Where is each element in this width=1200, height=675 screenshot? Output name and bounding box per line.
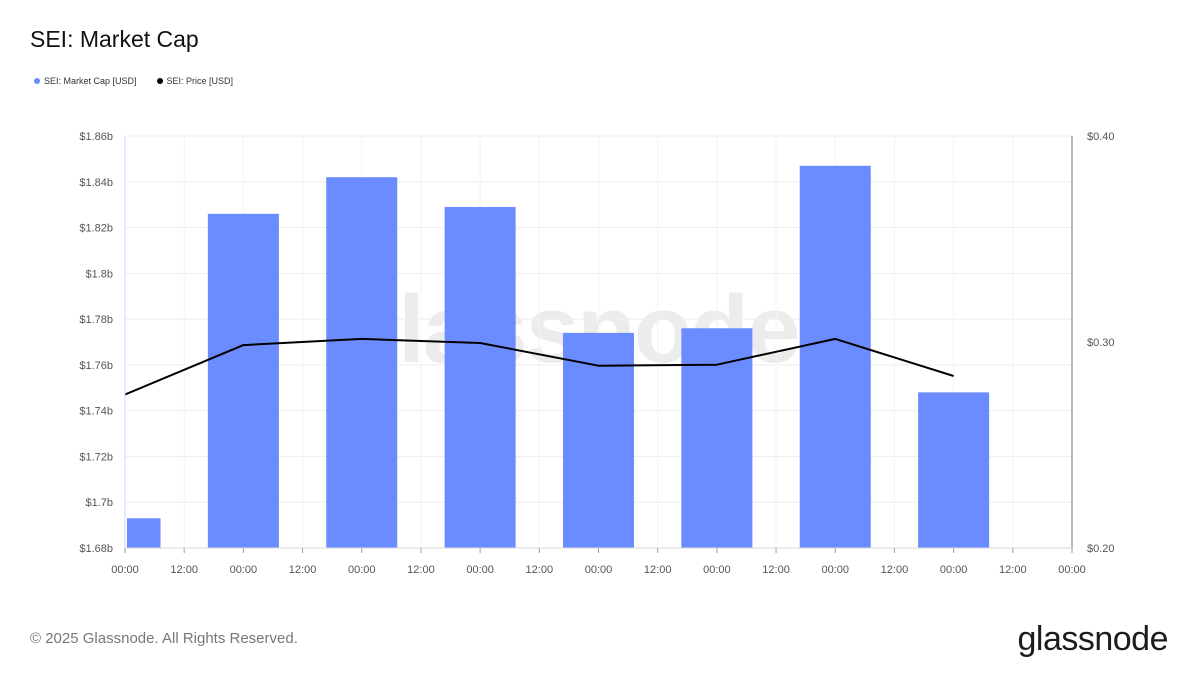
legend-item-price[interactable]: SEI: Price [USD] (156, 76, 234, 86)
y-left-tick-label: $1.84b (79, 177, 113, 189)
axes: $1.68b $1.7b $1.72b $1.74b $1.76b $1.78b $1.8b… (79, 131, 1114, 576)
legend-label-market-cap: SEI: Market Cap [USD] (44, 76, 137, 86)
copyright-notice: © 2025 Glassnode. All Rights Reserved. (30, 630, 298, 647)
brand-logo: glassnode (1017, 620, 1168, 658)
chart-title: SEI: Market Cap (30, 26, 199, 52)
legend-label-price: SEI: Price [USD] (166, 76, 234, 86)
price-line (124, 337, 954, 396)
market-cap-bar (207, 213, 279, 549)
x-tick-label: 12:00 (999, 564, 1027, 576)
y-left-tick-label: $1.7b (85, 497, 113, 509)
market-cap-bar (681, 328, 753, 548)
y-left-tick-label: $1.68b (79, 543, 113, 555)
market-cap-bar (799, 165, 871, 548)
x-tick-label: 00:00 (821, 564, 849, 576)
market-cap-bar (444, 206, 516, 548)
x-tick-label: 00:00 (703, 564, 731, 576)
legend-swatch-price (156, 78, 163, 84)
legend: SEI: Market Cap [USD] SEI: Price [USD] (34, 76, 233, 86)
y-left-tick-label: $1.72b (79, 451, 113, 463)
x-tick-label: 00:00 (111, 564, 139, 576)
x-tick-label: 12:00 (881, 564, 909, 576)
market-cap-bar (562, 332, 635, 548)
market-cap-bar (918, 392, 990, 548)
x-tick-label: 00:00 (585, 564, 613, 576)
x-tick-label: 00:00 (1058, 564, 1086, 576)
x-tick-label: 00:00 (466, 564, 494, 576)
y-left-tick-label: $1.74b (79, 406, 113, 418)
x-tick-label: 12:00 (644, 564, 672, 576)
y-left-tick-label: $1.86b (79, 131, 113, 143)
x-tick-label: 12:00 (289, 564, 317, 576)
legend-swatch-market-cap (34, 78, 40, 84)
x-tick-label: 12:00 (407, 564, 435, 576)
x-tick-label: 00:00 (940, 564, 968, 576)
y-left-tick-label: $1.78b (79, 314, 113, 326)
y-right-tick-label: $0.20 (1087, 543, 1115, 555)
y-left-tick-label: $1.8b (85, 268, 113, 280)
y-left-tick-label: $1.82b (79, 223, 113, 235)
y-right-tick-label: $0.40 (1087, 131, 1115, 143)
y-right-tick-label: $0.30 (1087, 337, 1115, 349)
y-left-tick-label: $1.76b (79, 360, 113, 372)
x-tick-label: 00:00 (348, 564, 376, 576)
x-tick-label: 12:00 (526, 564, 554, 576)
market-cap-bar (127, 518, 161, 548)
legend-item-market-cap[interactable]: SEI: Market Cap [USD] (34, 76, 137, 86)
chart-area: glassnode $1.68b$1.7b$1.72b$1.74b$1.76b$… (79, 131, 1114, 576)
x-tick-label: 00:00 (230, 564, 258, 576)
price-line-group (124, 337, 954, 396)
market-cap-bar (326, 177, 398, 548)
x-tick-label: 12:00 (762, 564, 790, 576)
x-tick-label: 12:00 (170, 564, 198, 576)
